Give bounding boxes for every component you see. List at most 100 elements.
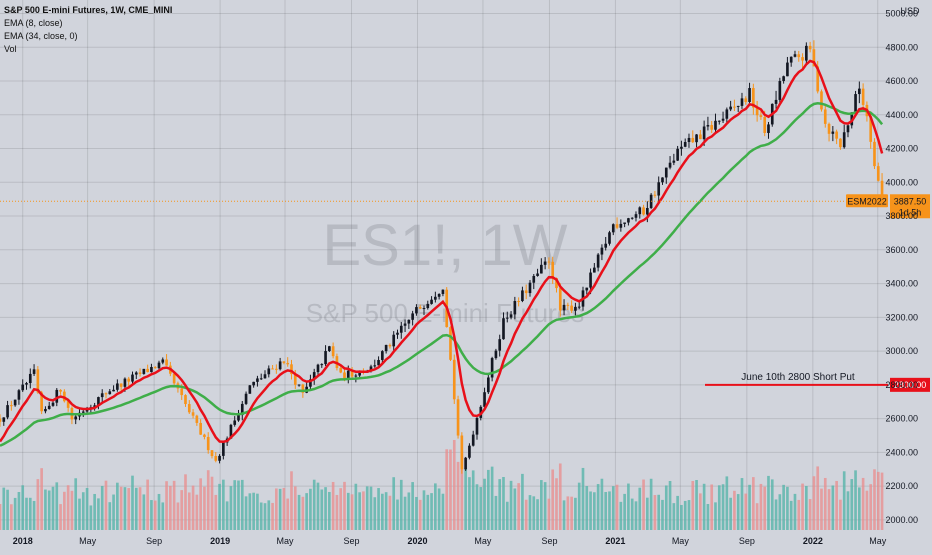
symbol-tag-bg bbox=[846, 194, 888, 208]
volume-bar bbox=[452, 440, 456, 530]
volume-bar bbox=[456, 461, 460, 530]
volume-bar bbox=[116, 482, 119, 530]
volume-bar bbox=[604, 491, 608, 530]
candle-body bbox=[13, 399, 17, 406]
volume-bar bbox=[581, 467, 585, 530]
last-price-tag-bg bbox=[890, 194, 930, 219]
volume-bar bbox=[483, 478, 486, 530]
volume-bar bbox=[2, 487, 6, 530]
candle-body bbox=[509, 314, 513, 318]
candle-body bbox=[222, 442, 225, 456]
short-put-tag: 2800.00 bbox=[894, 380, 927, 390]
candle-body bbox=[676, 148, 679, 161]
volume-bar bbox=[290, 471, 293, 530]
volume-bar bbox=[297, 494, 301, 530]
candle-body bbox=[25, 383, 28, 385]
candle-body bbox=[593, 267, 596, 273]
volume-bar bbox=[206, 470, 210, 530]
y-tick-label: 3400.00 bbox=[885, 279, 918, 289]
candle-body bbox=[426, 303, 430, 309]
candle-body bbox=[309, 379, 312, 387]
volume-bar bbox=[600, 478, 604, 530]
short-put-label: June 10th 2800 Short Put bbox=[741, 372, 855, 383]
candle-body bbox=[127, 378, 131, 382]
volume-bar bbox=[528, 495, 532, 530]
candle-body bbox=[161, 359, 165, 363]
indicator-volume[interactable]: Vol bbox=[4, 44, 17, 54]
candle-body bbox=[774, 99, 778, 104]
candle-body bbox=[399, 325, 403, 333]
candle-body bbox=[214, 456, 218, 461]
volume-bar bbox=[278, 488, 282, 530]
chart-title[interactable]: S&P 500 E-mini Futures, 1W, CME_MINI bbox=[4, 5, 173, 15]
candle-body bbox=[301, 384, 305, 393]
candle-body bbox=[577, 306, 581, 308]
candle-body bbox=[418, 307, 422, 309]
candle-body bbox=[17, 390, 21, 400]
candle-body bbox=[134, 372, 138, 375]
candle-body bbox=[411, 313, 414, 320]
indicator-ema-fast[interactable]: EMA (8, close) bbox=[4, 18, 63, 28]
symbol-tag: ESM2022 bbox=[847, 196, 887, 206]
candle-body bbox=[138, 372, 142, 374]
volume-bar bbox=[778, 494, 782, 530]
x-tick-label: 2018 bbox=[13, 536, 33, 546]
candle-body bbox=[513, 301, 517, 315]
candle-body bbox=[131, 374, 134, 382]
volume-bar bbox=[191, 485, 195, 530]
volume-bar bbox=[441, 493, 445, 530]
volume-bar bbox=[59, 504, 62, 530]
candle-body bbox=[237, 415, 240, 421]
candle-body bbox=[218, 455, 221, 461]
volume-bar bbox=[736, 494, 740, 530]
x-tick-label: Sep bbox=[344, 536, 360, 546]
candle-body bbox=[642, 207, 645, 215]
volume-bar bbox=[320, 489, 324, 530]
candle-body bbox=[683, 142, 687, 147]
volume-bar bbox=[81, 492, 85, 530]
candle-body bbox=[748, 88, 751, 102]
y-axis-unit: USD bbox=[900, 6, 920, 16]
candle-body bbox=[812, 49, 816, 67]
candle-body bbox=[316, 364, 320, 373]
volume-bar bbox=[346, 492, 350, 530]
candle-body bbox=[293, 374, 297, 385]
volume-bar bbox=[100, 485, 104, 530]
volume-bar bbox=[312, 479, 316, 530]
candle-body bbox=[823, 109, 827, 124]
candle-body bbox=[248, 385, 252, 394]
y-tick-label: 5000.00 bbox=[885, 9, 918, 19]
candle-body bbox=[206, 436, 210, 451]
volume-bar bbox=[21, 485, 25, 530]
volume-bar bbox=[487, 469, 490, 530]
candle-body bbox=[714, 120, 717, 130]
volume-bar bbox=[551, 469, 555, 530]
candle-body bbox=[702, 126, 706, 140]
candle-body bbox=[786, 62, 789, 77]
indicator-ema-slow[interactable]: EMA (34, close, 0) bbox=[4, 31, 78, 41]
candle-body bbox=[328, 346, 331, 352]
candle-body bbox=[290, 364, 293, 375]
volume-bar bbox=[165, 481, 168, 530]
candle-body bbox=[691, 137, 695, 143]
candle-body bbox=[331, 346, 335, 357]
candle-body bbox=[286, 362, 290, 365]
volume-bar bbox=[521, 473, 524, 530]
volume-bar bbox=[108, 502, 112, 530]
candle-body bbox=[574, 306, 577, 311]
volume-bar bbox=[468, 477, 471, 530]
volume-bar bbox=[55, 482, 59, 530]
candle-body bbox=[827, 123, 831, 134]
volume-bar bbox=[275, 488, 278, 530]
volume-bar bbox=[611, 486, 615, 530]
volume-bar bbox=[683, 500, 687, 530]
x-tick-label: May bbox=[474, 536, 492, 546]
volume-bar bbox=[570, 496, 573, 530]
candle-body bbox=[187, 404, 191, 413]
candle-body bbox=[805, 45, 808, 61]
volume-bar bbox=[89, 505, 93, 530]
volume-bar bbox=[142, 494, 146, 530]
volume-bar bbox=[835, 480, 838, 530]
volume-bar bbox=[222, 479, 225, 530]
